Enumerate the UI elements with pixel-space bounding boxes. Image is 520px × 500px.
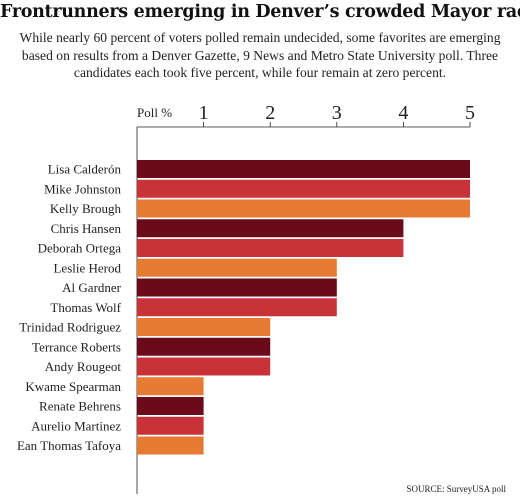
x-tick-label: 5 <box>465 102 475 124</box>
x-tick-label: 2 <box>265 102 275 124</box>
bar <box>137 377 204 396</box>
bar <box>137 416 204 435</box>
bar <box>137 357 271 376</box>
category-label: Terrance Roberts <box>32 339 121 354</box>
category-label: Chris Hansen <box>51 221 122 236</box>
category-label: Kelly Brough <box>50 201 122 216</box>
x-axis-label: Poll % <box>137 105 172 120</box>
bar <box>137 337 271 356</box>
bar <box>137 298 337 317</box>
bar <box>137 219 404 238</box>
category-label: Lisa Calderón <box>48 162 122 177</box>
category-label: Al Gardner <box>62 280 122 295</box>
bar <box>137 179 470 198</box>
bar <box>137 397 204 415</box>
category-label: Andy Rougeot <box>45 359 122 374</box>
x-tick-label: 4 <box>398 102 408 124</box>
chart-subtitle: While nearly 60 percent of voters polled… <box>19 30 501 81</box>
category-label: Aurelio Martinez <box>31 418 121 433</box>
category-label: Leslie Herod <box>53 260 121 275</box>
bar <box>137 199 470 218</box>
source-note: SOURCE: SurveyUSA poll <box>406 484 506 494</box>
category-label: Renate Behrens <box>39 399 121 414</box>
category-label: Mike Johnston <box>44 181 121 196</box>
category-label: Kwame Spearman <box>25 379 121 394</box>
category-label: Deborah Ortega <box>38 241 122 256</box>
bar <box>137 160 470 178</box>
category-label: Thomas Wolf <box>50 300 121 315</box>
x-tick-label: 1 <box>199 102 209 124</box>
bar <box>137 318 271 336</box>
bar <box>137 258 337 277</box>
category-label: Trinidad Rodriguez <box>19 320 121 335</box>
bar <box>137 436 204 455</box>
bar <box>137 278 337 297</box>
chart-title: Frontrunners emerging in Denver’s crowde… <box>0 2 520 22</box>
category-label: Ean Thomas Tafoya <box>17 438 121 453</box>
x-tick-label: 3 <box>332 102 342 124</box>
bar <box>137 239 404 257</box>
